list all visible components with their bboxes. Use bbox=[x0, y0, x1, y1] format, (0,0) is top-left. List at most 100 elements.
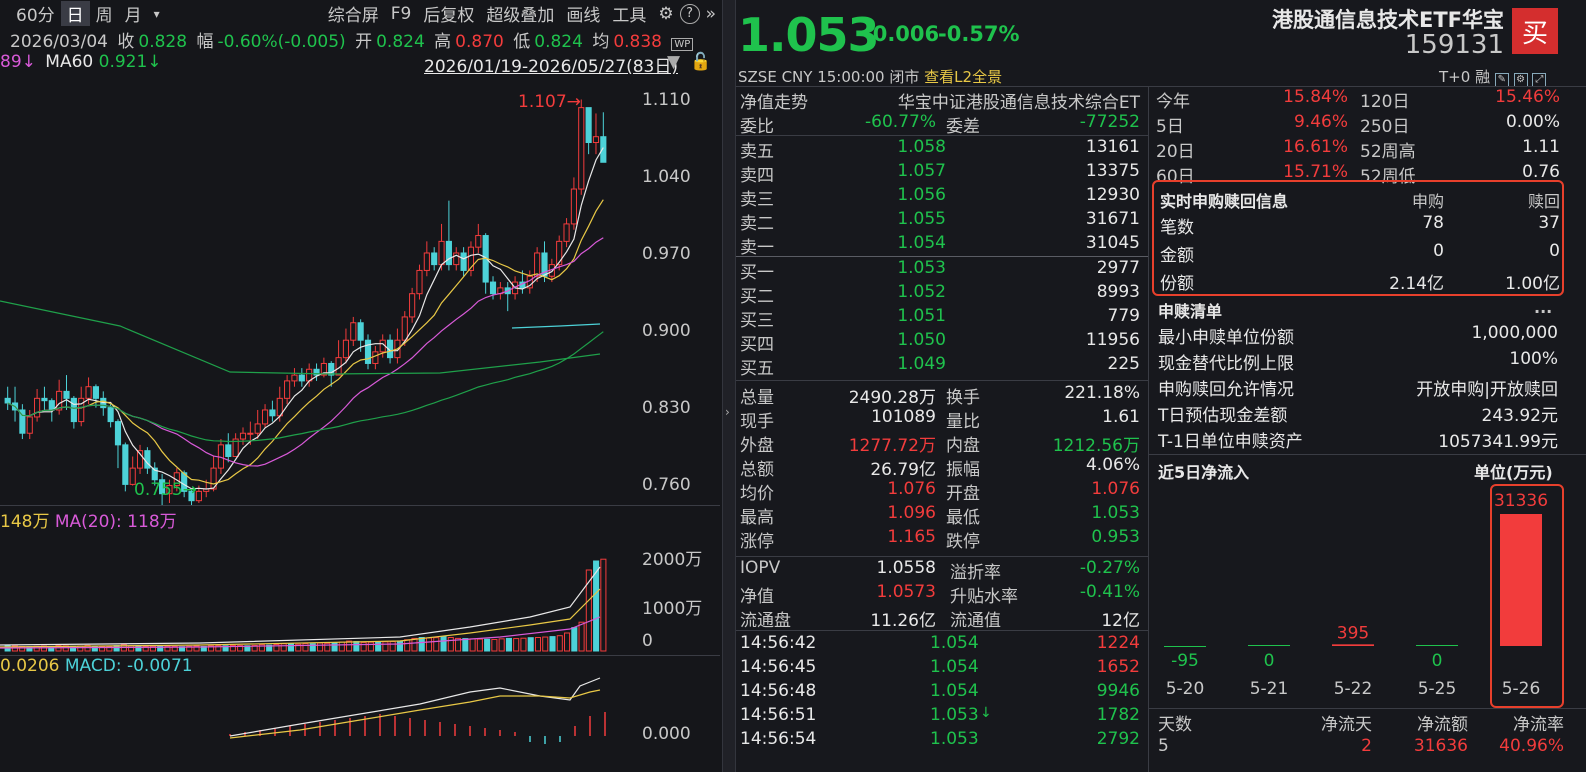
buy-button[interactable]: 买 bbox=[1512, 8, 1558, 54]
vol-axis-label: 0 bbox=[642, 631, 653, 651]
ask-price[interactable]: 1.058 bbox=[897, 137, 946, 157]
axis-label: 0.760 bbox=[642, 475, 691, 495]
axis-label: 1.110 bbox=[642, 90, 691, 110]
overlay-button[interactable]: 超级叠加 bbox=[486, 6, 555, 26]
perf-value: 16.61% bbox=[1283, 137, 1348, 157]
flow-unit: 单位(万元) bbox=[1474, 463, 1553, 482]
inflow-bar bbox=[1332, 644, 1374, 646]
stat-value: 1277.72万 bbox=[848, 436, 936, 456]
help-icon[interactable]: ? bbox=[679, 3, 700, 24]
more-icon[interactable]: ... bbox=[1534, 298, 1553, 317]
creation-header: 实时申购赎回信息 申购 赎回 bbox=[1160, 188, 1560, 213]
creation-row-label: 份额 bbox=[1160, 274, 1194, 294]
volume-bar bbox=[542, 636, 549, 652]
candle-body bbox=[166, 485, 173, 495]
ask-price[interactable]: 1.054 bbox=[897, 233, 946, 253]
candle-body bbox=[56, 390, 63, 411]
ask-price[interactable]: 1.056 bbox=[897, 185, 946, 205]
days-value: 5 bbox=[1158, 736, 1169, 756]
redeem-list-label: T日预估现金差额 bbox=[1158, 406, 1288, 426]
iopv-row: 流通盘 11.26亿 流通值 12亿 bbox=[740, 606, 1144, 631]
bid-level-label: 买二 bbox=[740, 287, 774, 307]
collapse-icon[interactable]: » bbox=[705, 3, 716, 24]
f9-button[interactable]: F9 bbox=[390, 3, 412, 24]
edit-icon[interactable]: ✎ bbox=[1494, 73, 1509, 87]
macd-chart[interactable] bbox=[0, 674, 640, 772]
price-change: -0.006 bbox=[864, 22, 940, 46]
highlight-box bbox=[1490, 484, 1564, 708]
settings-icon[interactable]: ⚙ bbox=[1513, 73, 1528, 87]
candle-body bbox=[188, 490, 195, 502]
bid-level-label: 买四 bbox=[740, 335, 774, 355]
bid-price[interactable]: 1.049 bbox=[897, 354, 946, 374]
ask-price[interactable]: 1.055 bbox=[897, 209, 946, 229]
tick-row: 14:56:51 1.053 ↓ 1782 bbox=[740, 705, 1144, 730]
redeem-list-value: 开放申购|开放赎回 bbox=[1416, 380, 1558, 400]
period-day-tab[interactable]: 日 bbox=[60, 1, 90, 26]
bid-price[interactable]: 1.053 bbox=[897, 258, 946, 278]
perf-value: 9.46% bbox=[1293, 112, 1348, 132]
volume-bar bbox=[149, 645, 156, 652]
net-flow-rate-label: 净流率 bbox=[1513, 715, 1564, 735]
candle-body bbox=[159, 479, 166, 495]
period-month-tab[interactable]: 月 bbox=[124, 6, 142, 26]
period-more-dropdown[interactable]: ▾ bbox=[153, 6, 160, 21]
stat-label: 总额 bbox=[740, 460, 774, 480]
panel-splitter[interactable]: › bbox=[722, 0, 736, 772]
stat-value: 101089 bbox=[871, 407, 936, 427]
tick-row: 14:56:48 1.054 9946 bbox=[740, 681, 1144, 706]
quote-time: 15:00:00 bbox=[817, 68, 885, 86]
tick-time: 14:56:42 bbox=[740, 633, 817, 653]
triangle-down-icon[interactable]: ▼ bbox=[667, 52, 681, 72]
nav-trend-row[interactable]: 净值走势 华宝中证港股通信息技术综合ET bbox=[740, 88, 1140, 113]
macd-legend: 0.0206 MACD: -0.0071 bbox=[0, 656, 193, 676]
date-range[interactable]: 2026/01/19-2026/05/27(83日) bbox=[424, 57, 678, 77]
period-60min-tab[interactable]: 60分 bbox=[16, 6, 55, 26]
bid-volume: 2977 bbox=[1096, 258, 1140, 278]
volume-bar bbox=[229, 644, 236, 652]
candle-body bbox=[195, 490, 202, 502]
volume-bar bbox=[425, 637, 433, 652]
lock-icon[interactable]: 🔓 bbox=[690, 52, 712, 72]
chart-panel[interactable]: 60分 日 周 月 ▾ 综合屏 F9 后复权 超级叠加 画线 工具 ⚙ ? » … bbox=[0, 0, 722, 772]
ask-volume: 31045 bbox=[1085, 233, 1140, 253]
volume-chart[interactable] bbox=[0, 527, 640, 655]
gear-icon[interactable]: ⚙ bbox=[658, 3, 674, 24]
volume-bar bbox=[193, 645, 200, 652]
chart-toolbar: 60分 日 周 月 ▾ 综合屏 F9 后复权 超级叠加 画线 工具 ⚙ ? » bbox=[0, 0, 722, 27]
volume-bar bbox=[280, 643, 287, 652]
draw-line-button[interactable]: 画线 bbox=[566, 6, 601, 26]
down-arrow-icon: ↓ bbox=[980, 705, 992, 721]
currency: CNY bbox=[781, 68, 813, 86]
multi-screen-button[interactable]: 综合屏 bbox=[327, 6, 379, 26]
expand-icon[interactable]: ⤢ bbox=[1532, 73, 1547, 87]
ma-line bbox=[7, 147, 604, 490]
bid-price[interactable]: 1.051 bbox=[897, 306, 946, 326]
candle-body bbox=[225, 444, 232, 457]
days-label: 天数 bbox=[1158, 715, 1192, 735]
candle-body bbox=[423, 252, 430, 271]
bid-price[interactable]: 1.052 bbox=[897, 282, 946, 302]
candle-body bbox=[122, 444, 129, 485]
iopv-label-2: 升贴水率 bbox=[950, 587, 1018, 607]
macd-axis-label: 0.000 bbox=[642, 724, 691, 744]
wp-icon[interactable]: WP bbox=[671, 38, 694, 51]
stat-value: 2490.28万 bbox=[848, 388, 936, 408]
l2-link[interactable]: 查看L2全景 bbox=[924, 68, 1003, 86]
order-ratio-row: 委比 -60.77% 委差 -77252 bbox=[740, 112, 1140, 137]
iopv-row: 净值 1.0573 升贴水率 -0.41% bbox=[740, 582, 1144, 607]
adjust-button[interactable]: 后复权 bbox=[423, 6, 475, 26]
volume-bar bbox=[164, 645, 171, 652]
avg-value: 0.838 bbox=[613, 32, 662, 52]
period-week-tab[interactable]: 周 bbox=[95, 6, 113, 26]
inflow-value-label: -95 bbox=[1171, 651, 1199, 671]
close-label: 收 bbox=[117, 32, 135, 52]
ask-price[interactable]: 1.057 bbox=[897, 161, 946, 181]
bid-price[interactable]: 1.050 bbox=[897, 330, 946, 350]
chevron-right-icon[interactable]: › bbox=[725, 405, 730, 419]
tools-button[interactable]: 工具 bbox=[612, 6, 647, 26]
ask-level-label: 卖四 bbox=[740, 166, 774, 186]
inflow-value-label: 0 bbox=[1432, 651, 1443, 671]
candlestick-chart[interactable] bbox=[0, 76, 640, 506]
volume-bar bbox=[491, 638, 498, 652]
